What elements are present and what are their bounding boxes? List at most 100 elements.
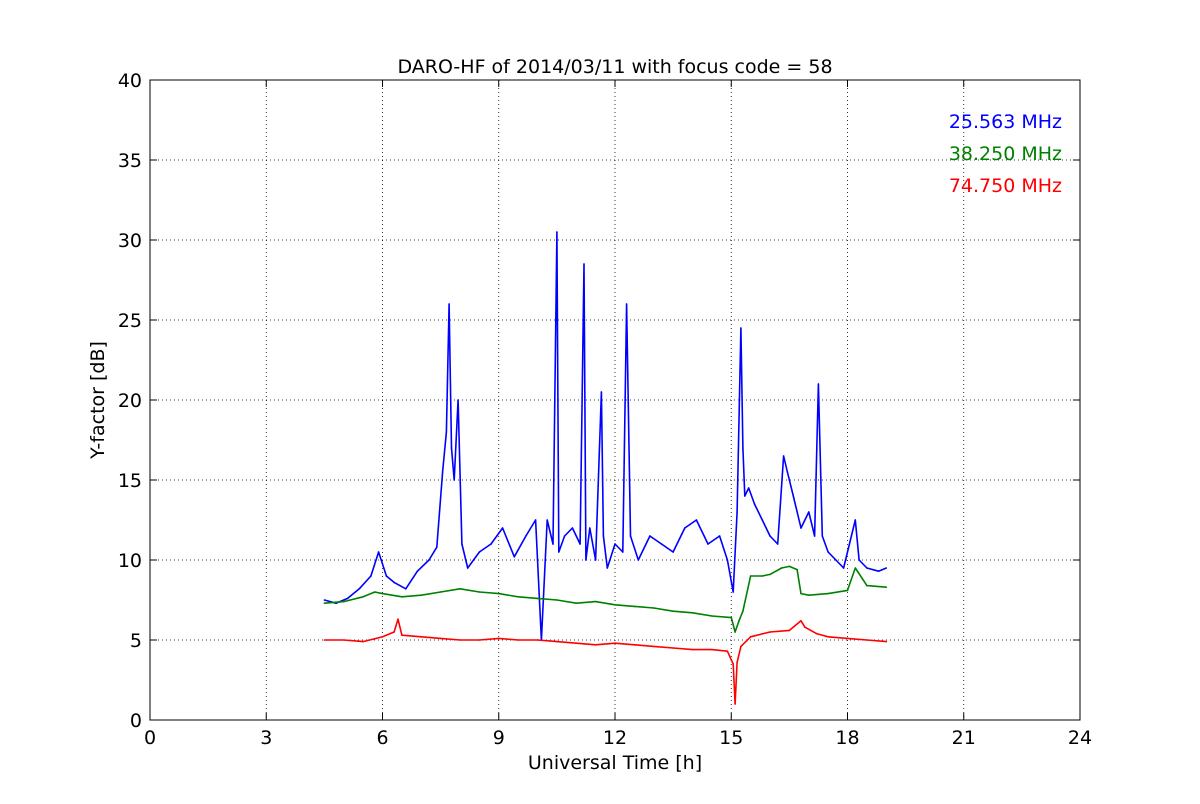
data-point [622,551,624,553]
data-point [405,588,407,590]
data-point [761,519,764,521]
data-point [362,596,364,598]
data-point [782,455,785,457]
data-point [517,639,519,641]
series-line-3 [324,618,887,705]
data-point [346,597,349,600]
legend-entry: 25.563 MHz [949,111,1062,133]
data-point [734,703,736,705]
series-lines [323,231,888,705]
data-point [711,648,713,651]
data-point [323,602,326,604]
data-point [381,636,384,638]
data-point [672,551,674,553]
axis-ticks: 0 3 6 9 12 15 18 21 24 0 5 10 15 20 25 30 35 40 [118,70,1092,749]
data-point [381,592,384,595]
data-point [575,642,578,644]
data-point [695,519,698,521]
y-tick-label: 40 [118,70,142,92]
data-point [738,620,740,622]
data-point [866,639,868,641]
legend-entry: 74.750 MHz [949,175,1062,197]
data-point [742,610,744,612]
data-point [478,551,481,553]
y-tick-label: 5 [130,630,142,652]
data-point [490,543,492,545]
data-point [552,543,554,545]
data-point [707,543,709,545]
data-point [769,573,771,576]
data-point [498,637,500,640]
data-point [583,263,585,265]
data-point [885,567,888,569]
data-point [817,383,820,385]
data-point [653,645,655,648]
data-point [732,591,734,593]
data-point [726,650,729,652]
data-point [744,495,746,497]
x-tick-label: 21 [952,727,976,749]
data-point [629,535,632,537]
data-point [769,631,771,633]
data-point [786,471,789,473]
data-point [575,602,578,604]
data-point [534,519,537,521]
data-point [885,586,888,588]
data-point [691,648,694,651]
x-tick-label: 0 [144,727,156,749]
data-point [614,543,616,545]
data-point [761,575,764,577]
data-point [323,639,326,641]
data-point [815,632,818,635]
data-point [478,639,481,641]
x-tick-label: 18 [835,727,859,749]
data-point [602,535,605,537]
data-point [877,570,880,572]
data-point [866,584,868,587]
data-point [594,600,597,603]
data-point [525,535,527,537]
x-tick-label: 3 [260,727,272,749]
data-point [571,527,574,529]
data-point [343,600,345,603]
data-point [416,570,419,572]
data-point [517,596,519,598]
y-tick-label: 30 [118,230,142,252]
data-point [740,645,742,648]
data-point [711,615,713,617]
data-point [343,639,345,641]
data-point [498,592,500,595]
data-point [558,551,560,553]
data-point [788,629,791,632]
data-point [885,640,888,643]
data-point [439,591,442,593]
data-point [625,303,628,305]
data-point [513,556,516,558]
data-point [633,644,636,646]
x-tick-label: 15 [719,727,743,749]
data-point [457,399,459,401]
data-point [653,607,655,609]
data-point [556,640,558,643]
data-point [579,543,581,545]
data-point [448,303,450,305]
data-point [478,591,481,593]
data-point [501,527,504,529]
chart-title: DARO-HF of 2014/03/11 with focus code = … [397,56,832,78]
data-point [428,559,430,561]
y-tick-label: 0 [130,710,142,732]
data-point [660,543,663,545]
data-point [827,551,829,553]
data-point [397,618,399,620]
data-point [742,447,744,449]
x-tick-label: 24 [1068,727,1092,749]
data-point [441,471,444,473]
data-point [732,663,734,665]
data-point [866,567,868,569]
data-point [370,575,372,577]
data-point [827,592,829,595]
y-tick-label: 10 [118,550,142,572]
data-point [459,639,461,641]
data-point [536,597,539,600]
data-point [556,599,558,601]
